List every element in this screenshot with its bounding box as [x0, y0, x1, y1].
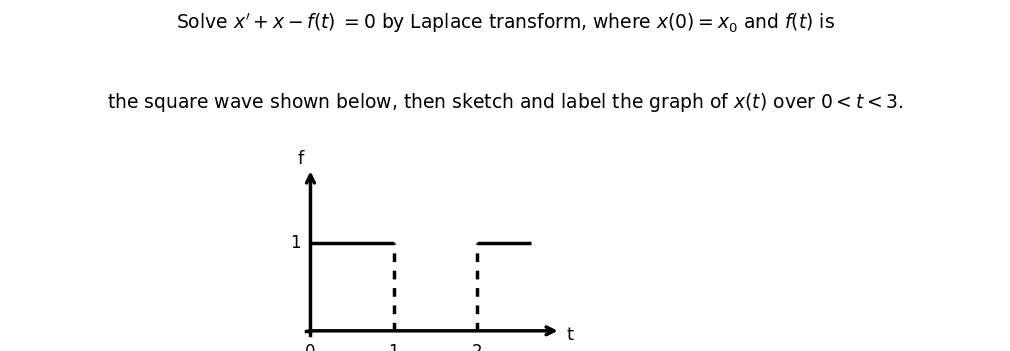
- Text: the square wave shown below, then sketch and label the graph of $x(t)$ over $0 <: the square wave shown below, then sketch…: [107, 91, 903, 114]
- Text: 1: 1: [389, 343, 399, 351]
- Text: t: t: [567, 326, 574, 344]
- Text: f: f: [297, 150, 304, 167]
- Text: 0: 0: [305, 343, 316, 351]
- Text: 2: 2: [472, 343, 483, 351]
- Text: 1: 1: [290, 234, 300, 252]
- Text: Solve $x^{\prime} + x - f(t)\; = 0$ by Laplace transform, where $x(0) = x_0$ and: Solve $x^{\prime} + x - f(t)\; = 0$ by L…: [176, 11, 834, 34]
